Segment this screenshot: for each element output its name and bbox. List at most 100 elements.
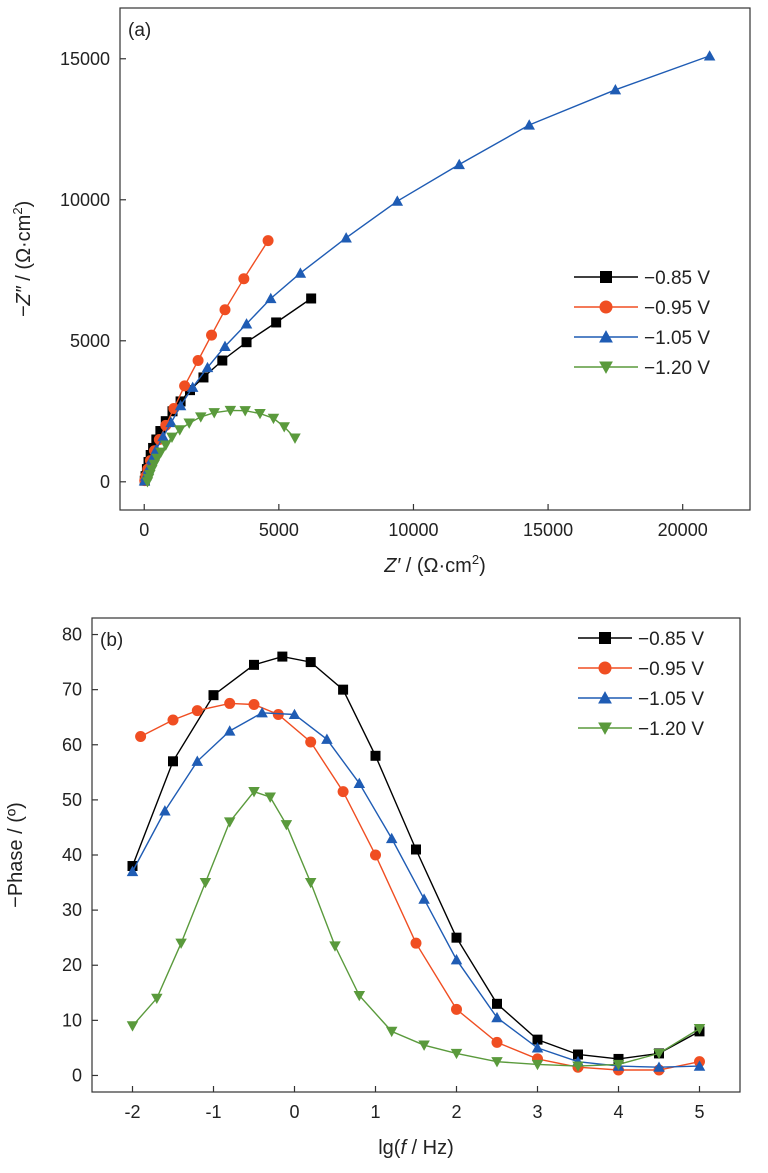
- x-tick-label: 5: [694, 1102, 704, 1122]
- legend-entry: −0.85 V: [578, 629, 704, 650]
- data-point: [612, 1059, 625, 1071]
- data-point: [155, 447, 167, 458]
- data-point: [206, 329, 218, 341]
- legend-entry: −1.05 V: [578, 689, 704, 710]
- data-point: [370, 849, 381, 861]
- data-point: [219, 340, 231, 352]
- data-point: [208, 408, 220, 419]
- y-tick-label: 50: [62, 790, 82, 810]
- series-line: [144, 297, 312, 481]
- x-axis-label: Z′ / (Ω·cm2): [383, 552, 485, 577]
- data-point: [289, 433, 301, 444]
- data-point: [451, 1003, 462, 1015]
- legend-marker: [599, 300, 613, 314]
- data-point: [410, 937, 422, 949]
- series-line: [131, 712, 700, 1068]
- legend-entry: −0.85 V: [574, 268, 710, 289]
- data-point: [151, 993, 163, 1005]
- data-point: [573, 1049, 583, 1060]
- data-point: [248, 787, 260, 798]
- legend-marker: [599, 632, 611, 644]
- legend-label: −1.05 V: [638, 689, 704, 710]
- data-point: [306, 293, 317, 304]
- legend-marker: [598, 722, 612, 735]
- legend-label: −0.85 V: [638, 629, 704, 650]
- data-point: [450, 953, 463, 965]
- data-point: [703, 50, 716, 61]
- data-point: [385, 1026, 398, 1038]
- data-point: [254, 408, 266, 420]
- data-point: [340, 232, 352, 243]
- legend-marker: [600, 271, 612, 283]
- series-line: [131, 790, 700, 1067]
- data-point: [168, 402, 180, 414]
- data-point: [337, 786, 349, 798]
- x-tick-label: 15000: [523, 520, 573, 540]
- data-point: [267, 413, 280, 425]
- x-axis-label: lg(f / Hz): [378, 1137, 454, 1159]
- data-point: [239, 406, 251, 417]
- data-point: [385, 832, 398, 844]
- y-tick-label: 40: [62, 845, 82, 865]
- y-tick-label: 10: [62, 1010, 82, 1030]
- x-tick-label: 1: [370, 1102, 380, 1122]
- data-point: [157, 430, 169, 442]
- x-tick-label: 4: [613, 1102, 623, 1122]
- data-point: [264, 792, 276, 803]
- data-point: [418, 893, 430, 904]
- legend-label: −0.85 V: [644, 268, 710, 289]
- data-point: [208, 690, 219, 701]
- data-point: [240, 318, 253, 329]
- data-point: [491, 1036, 503, 1048]
- data-point: [453, 158, 465, 170]
- data-point: [288, 708, 301, 720]
- data-point: [223, 817, 236, 828]
- legend-entry: −1.20 V: [578, 719, 704, 740]
- data-point: [165, 416, 177, 428]
- data-point: [183, 418, 195, 429]
- data-point: [391, 195, 404, 206]
- series-3: [126, 707, 706, 1072]
- data-point: [277, 651, 288, 662]
- data-point: [174, 425, 186, 436]
- data-point: [280, 820, 293, 831]
- data-point: [523, 119, 535, 130]
- data-point: [531, 1059, 544, 1071]
- data-point: [179, 380, 191, 392]
- data-point: [532, 1034, 543, 1045]
- series-line: [140, 702, 700, 1071]
- data-point: [294, 267, 307, 278]
- y-tick-label: 15000: [60, 49, 110, 69]
- data-point: [262, 235, 274, 247]
- series-4: [126, 787, 706, 1072]
- legend-entry: −0.95 V: [574, 298, 710, 319]
- plot-frame: [119, 7, 751, 511]
- data-point: [531, 1042, 544, 1053]
- x-tick-label: 10000: [388, 520, 438, 540]
- x-tick-label: 0: [139, 520, 149, 540]
- data-point: [304, 877, 317, 889]
- data-point: [305, 657, 316, 668]
- data-point: [411, 844, 421, 855]
- x-tick-label: 0: [289, 1102, 299, 1122]
- data-point: [353, 777, 366, 788]
- series-2: [135, 697, 705, 1076]
- data-point: [151, 453, 163, 465]
- data-point: [370, 750, 381, 761]
- data-point: [653, 1061, 665, 1072]
- data-point: [321, 733, 333, 744]
- data-point: [223, 725, 236, 736]
- data-point: [572, 1061, 584, 1072]
- y-tick-label: 5000: [70, 331, 110, 351]
- data-point: [195, 412, 207, 423]
- y-tick-label: 30: [62, 900, 82, 920]
- data-point: [353, 990, 366, 1002]
- data-point: [492, 998, 502, 1009]
- data-point: [256, 707, 268, 718]
- data-point: [192, 355, 204, 367]
- data-point: [201, 361, 214, 373]
- x-tick-label: 20000: [658, 520, 708, 540]
- chart-panel-a: 0 5000 10000 15000 20000 0 5000 10000 15000 (a) Z′…: [10, 7, 751, 577]
- y-tick-label: 20: [62, 955, 82, 975]
